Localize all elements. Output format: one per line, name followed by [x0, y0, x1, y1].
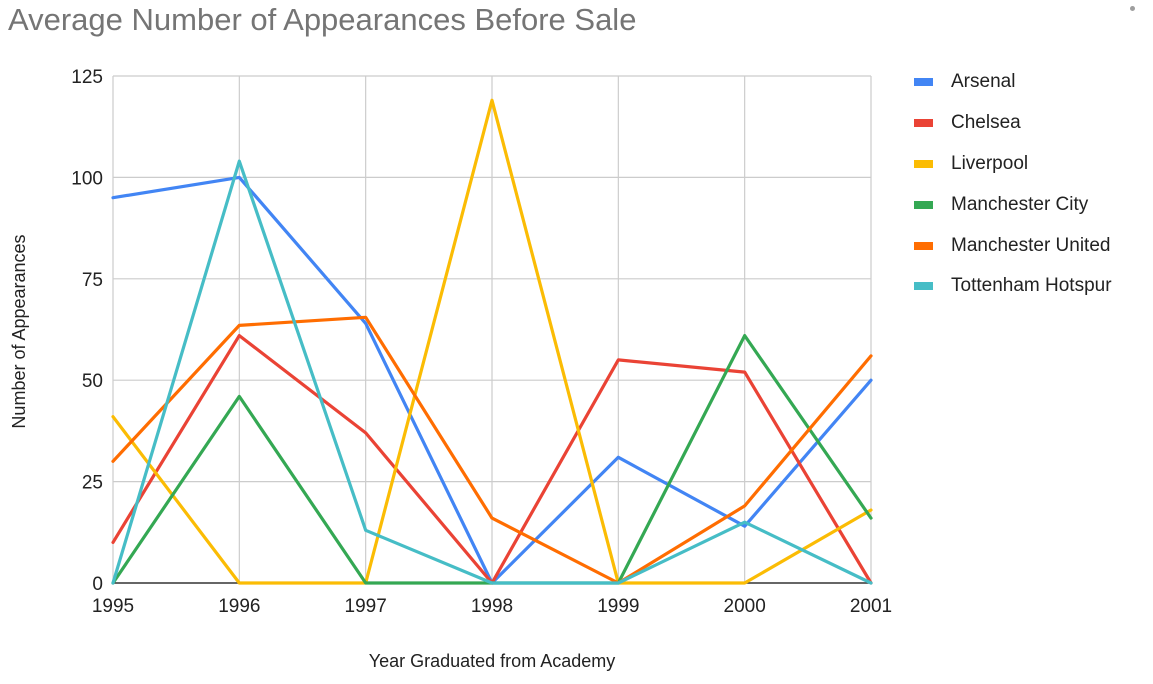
legend-swatch: [914, 78, 933, 87]
y-axis-title: Number of Appearances: [9, 234, 29, 428]
legend-label: Manchester City: [951, 193, 1089, 215]
series-lines: [111, 98, 873, 585]
y-tick-labels: 0 25 50 75 100 125: [71, 67, 103, 595]
legend-swatch: [914, 241, 933, 250]
legend-swatch: [914, 282, 933, 291]
y-tick-label: 125: [71, 67, 103, 88]
x-tick-label: 2000: [724, 596, 766, 617]
series-line-tottenham-hotspur[interactable]: [111, 159, 873, 585]
legend-item-arsenal[interactable]: Arsenal: [914, 62, 1112, 103]
chart-menu-dot-icon[interactable]: [1130, 6, 1135, 11]
legend-label: Chelsea: [951, 112, 1021, 134]
chart-title: Average Number of Appearances Before Sal…: [8, 2, 637, 37]
legend-item-manchester-united[interactable]: Manchester United: [914, 225, 1112, 266]
x-tick-label: 1996: [218, 596, 260, 617]
legend-label: Tottenham Hotspur: [951, 275, 1112, 297]
legend-swatch: [914, 119, 933, 128]
legend: Arsenal Chelsea Liverpool Manchester City Ma…: [914, 62, 1112, 307]
legend-label: Liverpool: [951, 152, 1029, 174]
y-tick-label: 50: [82, 371, 103, 392]
x-axis-title: Year Graduated from Academy: [369, 651, 615, 671]
x-tick-label: 1999: [597, 596, 639, 617]
legend-label: Arsenal: [951, 71, 1016, 93]
legend-item-liverpool[interactable]: Liverpool: [914, 144, 1112, 185]
x-tick-label: 1997: [345, 596, 387, 617]
y-tick-label: 0: [92, 574, 103, 595]
series-line-manchester-united[interactable]: [111, 315, 873, 585]
x-tick-labels: 1995 1996 1997 1998 1999 2000 2001: [92, 596, 892, 617]
y-tick-label: 100: [71, 168, 103, 189]
legend-item-tottenham-hotspur[interactable]: Tottenham Hotspur: [914, 266, 1112, 307]
legend-swatch: [914, 200, 933, 209]
gridlines: [112, 75, 872, 583]
x-tick-label: 2001: [850, 596, 892, 617]
legend-item-chelsea[interactable]: Chelsea: [914, 103, 1112, 144]
x-tick-label: 1995: [92, 596, 134, 617]
y-tick-label: 75: [82, 270, 103, 291]
x-tick-label: 1998: [471, 596, 513, 617]
series-line-liverpool[interactable]: [111, 98, 873, 585]
y-tick-label: 25: [82, 473, 103, 494]
legend-label: Manchester United: [951, 234, 1111, 256]
legend-swatch: [914, 159, 933, 168]
legend-item-manchester-city[interactable]: Manchester City: [914, 184, 1112, 225]
